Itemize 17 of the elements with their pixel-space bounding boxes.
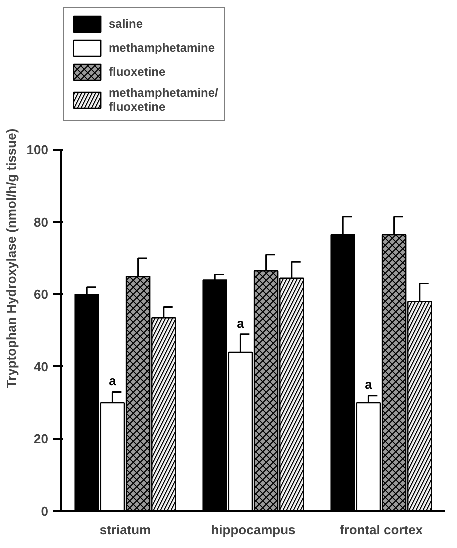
x-tick-label: hippocampus bbox=[211, 522, 296, 538]
y-tick-label: 0 bbox=[41, 504, 49, 519]
annotation: a bbox=[109, 374, 118, 389]
y-tick-label: 40 bbox=[34, 359, 49, 374]
legend-label: fluoxetine bbox=[109, 64, 166, 81]
legend-label: saline bbox=[109, 16, 144, 33]
annotation: a bbox=[237, 316, 246, 331]
legend-label: methamphetamine/ fluoxetine bbox=[109, 86, 218, 114]
y-axis-title: Tryptophan Hydroxylase (nmol/h/g tissue) bbox=[4, 128, 19, 388]
y-tick-label: 100 bbox=[26, 142, 49, 158]
y-tick-label: 80 bbox=[34, 214, 49, 230]
x-tick-label: striatum bbox=[100, 522, 152, 538]
annotation: a bbox=[365, 377, 374, 392]
y-tick-label: 60 bbox=[34, 287, 49, 302]
y-tick-label: 20 bbox=[34, 432, 49, 447]
legend-label: methamphetamine bbox=[109, 40, 216, 57]
x-tick-label: frontal cortex bbox=[340, 522, 424, 538]
